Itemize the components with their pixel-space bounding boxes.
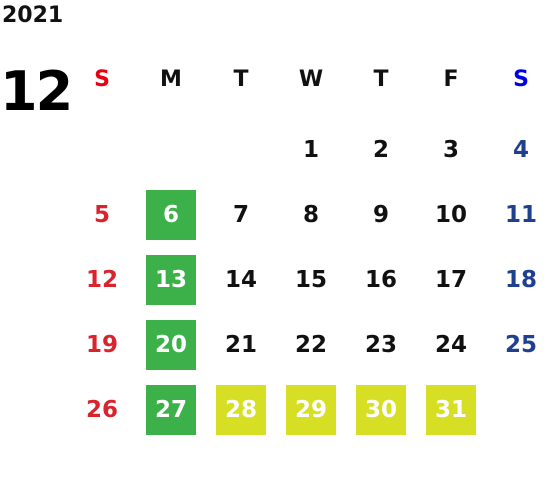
day-cell: 27 <box>146 385 196 435</box>
day-cell: 14 <box>224 267 257 293</box>
day-cell: 26 <box>85 397 118 423</box>
day-cell: 20 <box>146 320 196 370</box>
calendar-month: 12 <box>0 60 73 123</box>
day-cell: 21 <box>224 332 257 358</box>
weekday-label-mon: M <box>160 67 182 92</box>
day-cell: 6 <box>146 190 196 240</box>
day-cell: 1 <box>302 137 319 163</box>
day-cell: 7 <box>232 202 249 228</box>
day-cell: 9 <box>372 202 389 228</box>
day-cell: 13 <box>146 255 196 305</box>
weekday-label-fri: F <box>443 67 459 92</box>
day-cell: 30 <box>356 385 406 435</box>
day-cell: 29 <box>286 385 336 435</box>
day-cell: 3 <box>442 137 459 163</box>
day-cell: 18 <box>504 267 537 293</box>
weekday-label-sat: S <box>513 67 529 92</box>
day-cell: 15 <box>294 267 327 293</box>
day-cell: 8 <box>302 202 319 228</box>
calendar-year: 2021 <box>2 3 64 28</box>
day-cell: 2 <box>372 137 389 163</box>
day-cell: 28 <box>216 385 266 435</box>
day-cell: 5 <box>93 202 110 228</box>
weekday-label-wed: W <box>298 67 324 92</box>
day-cell: 19 <box>85 332 118 358</box>
day-cell: 11 <box>504 202 537 228</box>
day-cell: 31 <box>426 385 476 435</box>
day-cell: 23 <box>364 332 397 358</box>
day-cell: 16 <box>364 267 397 293</box>
weekday-label-sun: S <box>94 67 110 92</box>
day-cell: 4 <box>512 137 529 163</box>
day-cell: 22 <box>294 332 327 358</box>
weekday-label-thu: T <box>373 67 389 92</box>
day-cell: 12 <box>85 267 118 293</box>
weekday-label-tue: T <box>233 67 249 92</box>
day-cell: 17 <box>434 267 467 293</box>
day-cell: 25 <box>504 332 537 358</box>
day-cell: 24 <box>434 332 467 358</box>
day-cell: 10 <box>434 202 467 228</box>
